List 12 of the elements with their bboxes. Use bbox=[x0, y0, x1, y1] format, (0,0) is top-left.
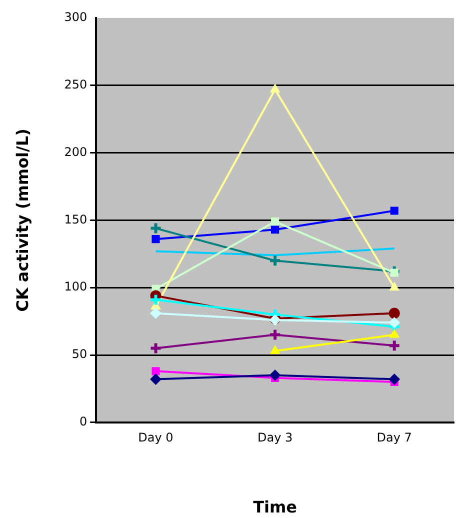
y-axis-title: CK activity (mmol/L) bbox=[12, 128, 32, 312]
y-tick-label: 300 bbox=[64, 10, 88, 24]
y-tick-label: 200 bbox=[64, 144, 88, 159]
y-tick-label: 250 bbox=[64, 78, 88, 92]
x-tick-label: Day 3 bbox=[257, 430, 293, 445]
y-tick-label: 50 bbox=[72, 347, 88, 362]
y-tick-label: 150 bbox=[64, 212, 88, 226]
x-tick-label: Day 7 bbox=[376, 430, 412, 445]
x-tick-label: Day 0 bbox=[138, 430, 174, 445]
y-tick-label: 100 bbox=[64, 280, 88, 294]
y-tick-label: 0 bbox=[79, 414, 88, 429]
x-axis-title: Time bbox=[253, 498, 298, 517]
